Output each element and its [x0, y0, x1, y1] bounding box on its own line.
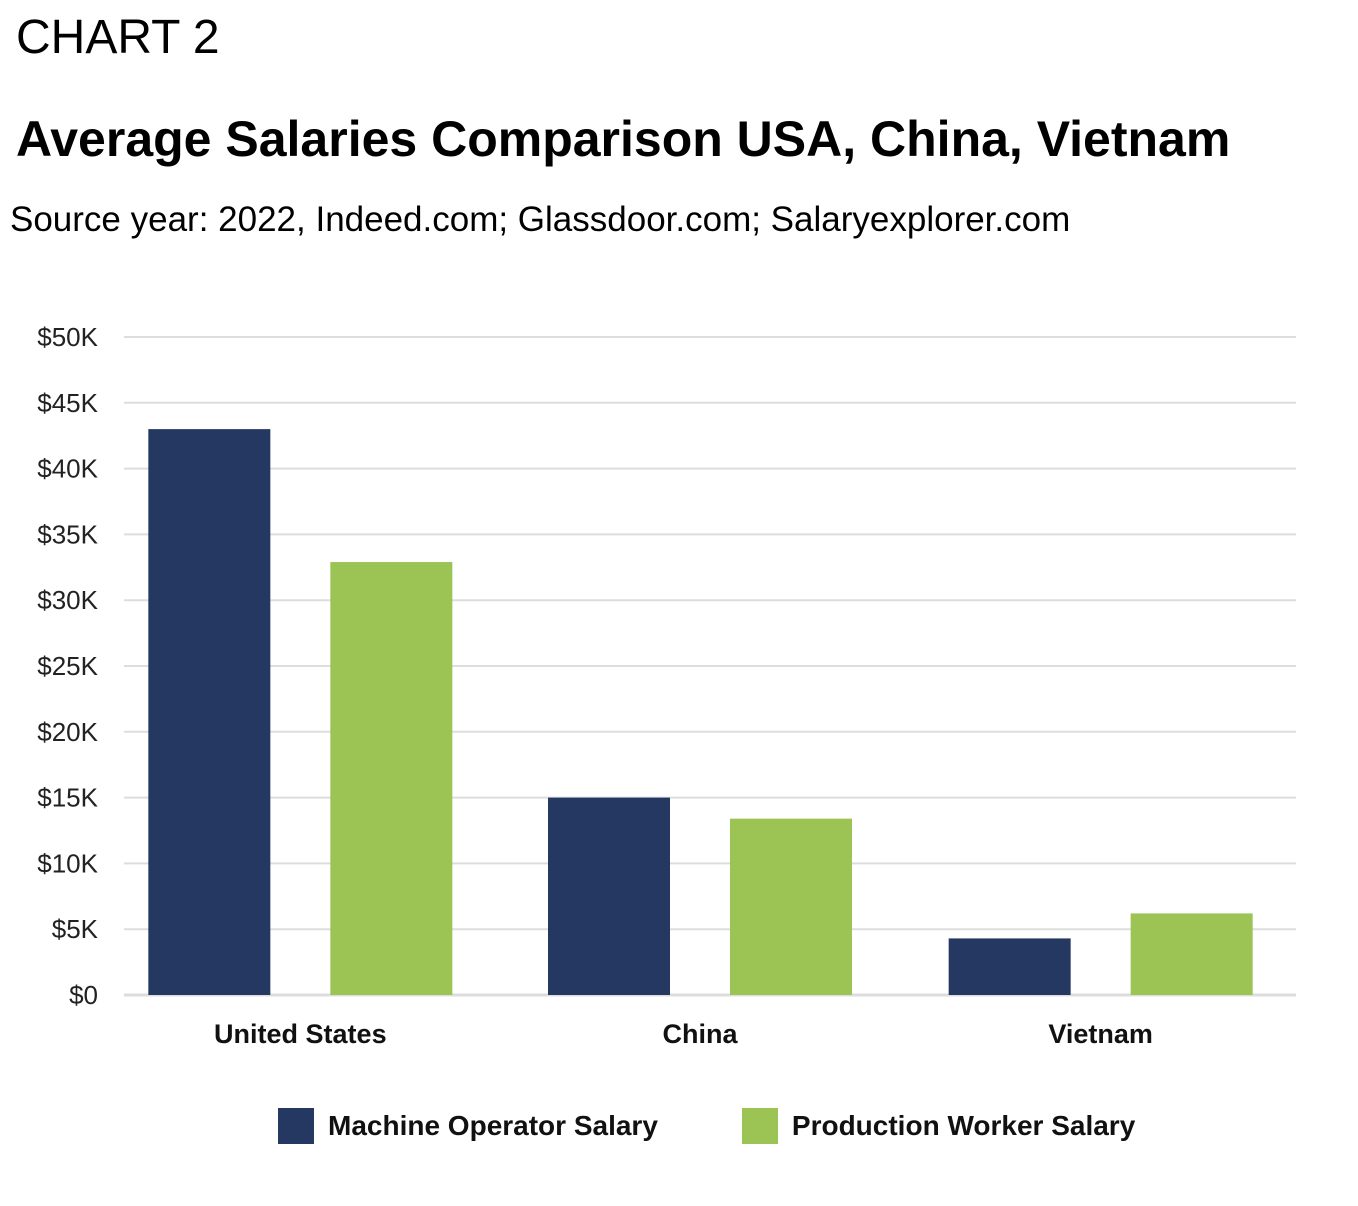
bar-vietnam-machine-operator-salary	[948, 938, 1071, 995]
x-axis-categories: United States China Vietnam	[214, 1019, 1153, 1049]
legend-item-production-worker: Production Worker Salary	[741, 1108, 1136, 1144]
chart-title: Average Salaries Comparison USA, China, …	[16, 111, 1231, 167]
legend-label-machine-operator: Machine Operator Salary	[328, 1110, 658, 1141]
y-tick-label: $35K	[37, 519, 98, 549]
legend: Machine Operator Salary Production Worke…	[278, 1108, 1219, 1144]
y-tick-label: $30K	[37, 585, 98, 615]
chart-source: Source year: 2022, Indeed.com; Glassdoor…	[10, 200, 1071, 239]
x-category-label: China	[662, 1019, 738, 1049]
legend-swatch-machine-operator	[278, 1108, 314, 1144]
bar-united-states-production-worker-salary	[330, 562, 453, 995]
y-tick-label: $20K	[37, 717, 98, 747]
legend-label-production-worker: Production Worker Salary	[791, 1110, 1136, 1141]
y-tick-label: $10K	[37, 848, 98, 878]
gridlines	[124, 336, 1296, 997]
bar-united-states-machine-operator-salary	[148, 429, 271, 995]
y-tick-label: $40K	[37, 454, 98, 484]
x-category-label: United States	[214, 1019, 387, 1049]
y-tick-label: $45K	[37, 388, 98, 418]
y-tick-label: $0	[69, 980, 98, 1010]
legend-swatch-production-worker	[741, 1108, 778, 1144]
y-tick-label: $15K	[37, 783, 98, 813]
x-category-label: Vietnam	[1048, 1019, 1153, 1049]
bars	[148, 429, 1253, 995]
y-tick-label: $50K	[37, 322, 98, 352]
y-axis-ticks: $0 $5K $10K $15K $20K $25K $30K $35K $40K $45K $50…	[37, 322, 98, 1010]
chart-number-label: CHART 2	[16, 11, 220, 64]
y-tick-label: $25K	[37, 651, 98, 681]
y-tick-label: $5K	[52, 914, 99, 944]
bar-china-machine-operator-salary	[548, 797, 670, 995]
bar-china-production-worker-salary	[730, 818, 852, 995]
legend-item-machine-operator: Machine Operator Salary	[278, 1108, 658, 1144]
bar-vietnam-production-worker-salary	[1130, 913, 1253, 995]
